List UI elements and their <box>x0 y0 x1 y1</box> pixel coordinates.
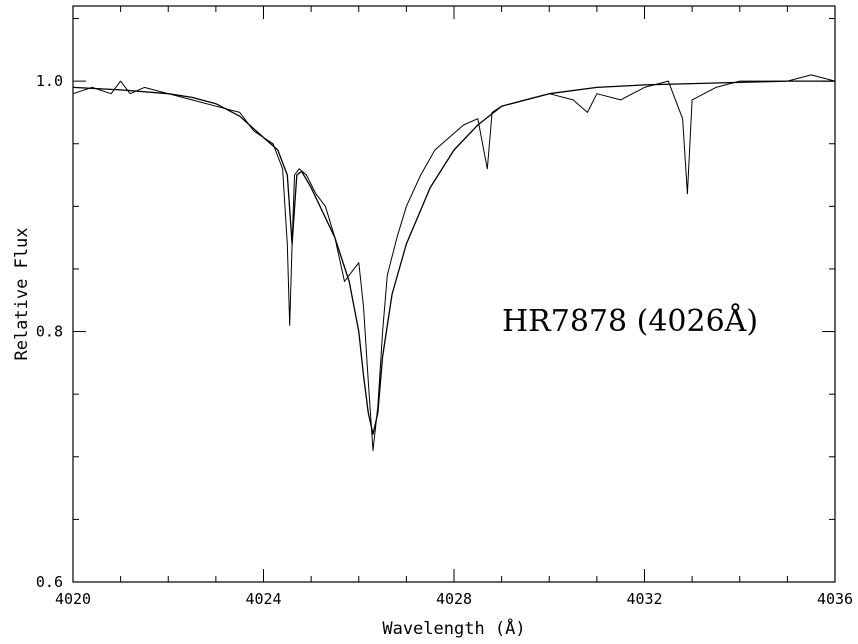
y-tick-label: 0.8 <box>36 323 63 341</box>
y-tick-label: 0.6 <box>36 573 63 591</box>
x-tick-label: 4032 <box>626 590 662 608</box>
x-tick-labels: 4020 4024 4028 4032 4036 <box>55 590 853 608</box>
axis-ticks <box>72 6 836 583</box>
plot-frame <box>72 5 836 583</box>
series-group <box>72 74 836 451</box>
model-spectrum-line <box>72 80 835 435</box>
star-annotation: HR7878 (4026Å) <box>502 303 758 339</box>
y-axis-label: Relative Flux <box>12 227 32 360</box>
observed-spectrum-line <box>72 74 836 451</box>
x-tick-label: 4036 <box>817 590 853 608</box>
x-axis-label: Wavelength (Å) <box>382 617 525 639</box>
y-tick-label: 1.0 <box>36 72 63 90</box>
x-tick-label: 4024 <box>245 590 281 608</box>
x-tick-label: 4020 <box>55 590 91 608</box>
x-tick-label: 4028 <box>436 590 472 608</box>
y-tick-labels: 0.6 0.8 1.0 <box>36 72 63 591</box>
